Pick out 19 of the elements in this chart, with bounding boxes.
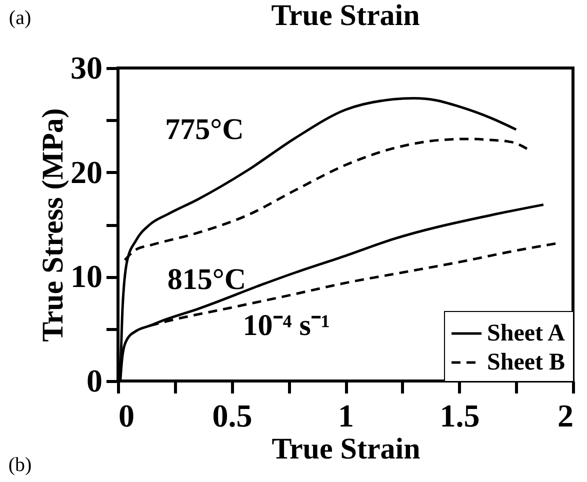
x-tick-label: 1.5 — [440, 398, 480, 434]
y-tick-label: 30 — [70, 50, 102, 86]
annotation: 10⁻⁴ s⁻¹ — [242, 309, 330, 342]
x-axis-title: True Strain — [272, 432, 421, 466]
x-tick-label: 1 — [338, 398, 354, 434]
y-tick-label: 20 — [70, 154, 102, 190]
x-tick-label: 0 — [118, 398, 134, 434]
legend-label: Sheet B — [487, 350, 565, 376]
text: True Strain — [271, 0, 420, 32]
text: (b) — [8, 454, 32, 476]
legend-label: Sheet A — [487, 320, 566, 346]
y-tick-label: 0 — [86, 362, 102, 398]
x-tick-label: 2 — [558, 398, 574, 434]
x-tick-label: 0.5 — [212, 398, 252, 434]
y-tick-label: 10 — [70, 258, 102, 294]
annotation: 775°C — [165, 113, 244, 146]
text: (a) — [8, 7, 32, 29]
y-axis-title: True Stress (MPa) — [36, 108, 70, 342]
annotation: 815°C — [167, 263, 246, 296]
